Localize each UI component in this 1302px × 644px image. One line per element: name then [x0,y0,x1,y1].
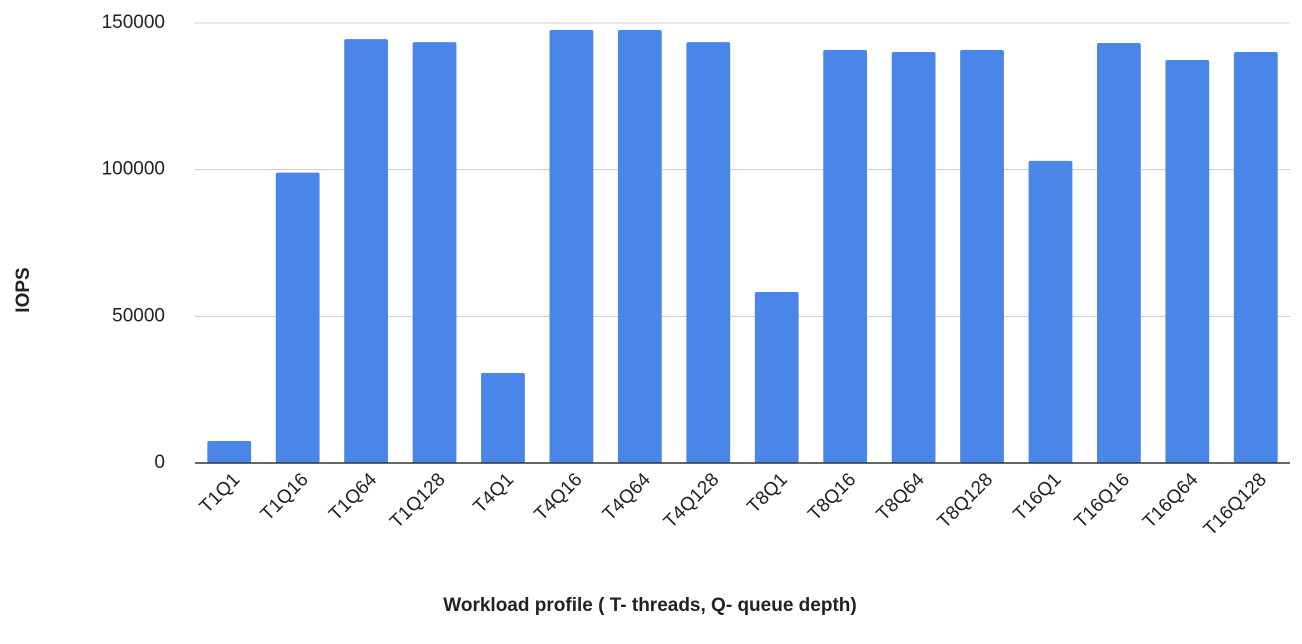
x-tick-label: T8Q64 [873,469,929,525]
x-tick-label: T16Q128 [1200,469,1271,540]
bar [1233,52,1278,463]
x-axis-title: Workload profile ( T- threads, Q- queue … [443,595,856,616]
x-tick-label: T16Q64 [1139,469,1203,533]
x-tick-label: T8Q16 [804,469,860,525]
x-tick-label: T16Q1 [1010,469,1066,525]
bar [754,291,799,463]
bar [549,30,594,463]
x-tick-label: T1Q16 [257,469,313,525]
bar [686,42,731,464]
x-tick-label: T4Q128 [660,469,723,532]
bar [481,372,525,463]
x-tick-label: T4Q16 [531,469,587,525]
bar [960,49,1004,464]
bar [823,49,868,464]
bar [1097,42,1141,464]
bar [275,172,320,463]
y-tick-label: 0 [154,452,165,473]
x-tick-label: T16Q16 [1071,469,1134,532]
bar [344,39,388,464]
x-tick-label: T8Q1 [743,469,791,517]
bar [617,30,662,463]
y-tick-label: 100000 [102,159,165,180]
x-tick-label: T1Q1 [196,469,244,517]
bar [207,441,252,463]
x-tick-label: T8Q128 [934,469,997,532]
bar [412,42,457,464]
x-tick-label: T4Q1 [470,469,518,517]
x-tick-label: T4Q64 [599,469,655,525]
bar [891,52,936,463]
x-tick-label: T1Q64 [325,469,381,525]
y-axis-title: IOPS [13,267,34,312]
y-tick-label: 50000 [112,305,165,326]
y-tick-label: 150000 [102,12,165,33]
bar [1165,59,1210,464]
bar [1028,160,1073,463]
x-tick-label: T1Q128 [386,469,449,532]
